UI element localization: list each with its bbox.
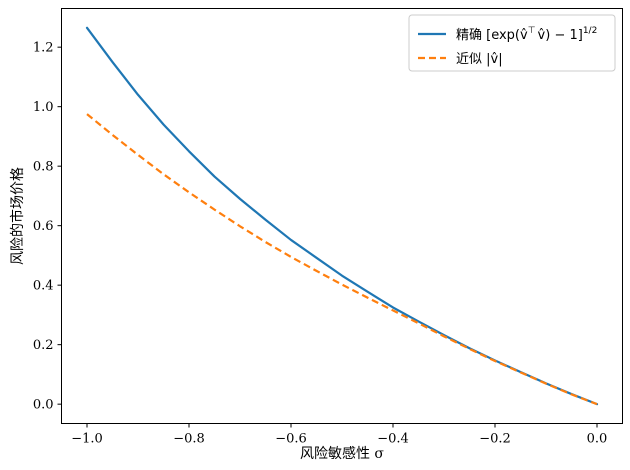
legend-exact-exponent: 1/2 bbox=[583, 26, 597, 36]
legend-approx-label: 近似 |v̂| bbox=[456, 52, 503, 67]
legend-approx-prefix: 近似 | bbox=[456, 52, 491, 67]
x-tick-label: 0.0 bbox=[587, 432, 608, 447]
y-tick-label: 0.2 bbox=[33, 338, 54, 353]
axes-frame bbox=[61, 8, 623, 424]
x-tick-label: −0.4 bbox=[377, 432, 409, 447]
legend-exact-mid: ) − 1] bbox=[545, 28, 583, 43]
y-axis-label: 风险的市场价格 bbox=[9, 167, 26, 265]
legend-exact-vhat-1: v̂ bbox=[520, 28, 528, 43]
x-axis-label: 风险敏感性 σ bbox=[300, 445, 384, 462]
y-tick-label: 0.4 bbox=[33, 279, 54, 294]
x-tick-label: −0.6 bbox=[275, 432, 307, 447]
y-tick-label: 1.2 bbox=[33, 41, 54, 56]
legend-approx-vhat: v̂ bbox=[491, 52, 499, 67]
legend-approx-suffix: | bbox=[498, 52, 502, 67]
legend-box bbox=[408, 14, 616, 72]
legend-exact-prefix: 精确 [exp( bbox=[456, 28, 520, 43]
legend: 精确 [exp(v̂⊤ v̂) − 1]1/2 近似 |v̂| bbox=[408, 14, 616, 72]
series-approx-line bbox=[86, 113, 598, 406]
x-tick-label: −0.2 bbox=[479, 432, 511, 447]
y-tick-label: 0.6 bbox=[33, 219, 54, 234]
legend-exact-transpose: ⊤ bbox=[528, 26, 536, 36]
x-tick-label: −0.8 bbox=[173, 432, 205, 447]
y-tick-label: 1.0 bbox=[33, 100, 54, 115]
y-tick-label: 0.0 bbox=[33, 398, 54, 413]
legend-exact-label: 精确 [exp(v̂⊤ v̂) − 1]1/2 bbox=[456, 26, 597, 43]
x-axis: −1.0 −0.8 −0.6 −0.4 −0.2 0.0 bbox=[71, 423, 608, 447]
y-axis: 0.0 0.2 0.4 0.6 0.8 1.0 1.2 bbox=[33, 41, 62, 413]
legend-exact-vhat-2: v̂ bbox=[538, 28, 546, 43]
series-layer bbox=[85, 26, 599, 406]
y-tick-label: 0.8 bbox=[33, 160, 54, 175]
x-tick-label: −1.0 bbox=[71, 432, 103, 447]
